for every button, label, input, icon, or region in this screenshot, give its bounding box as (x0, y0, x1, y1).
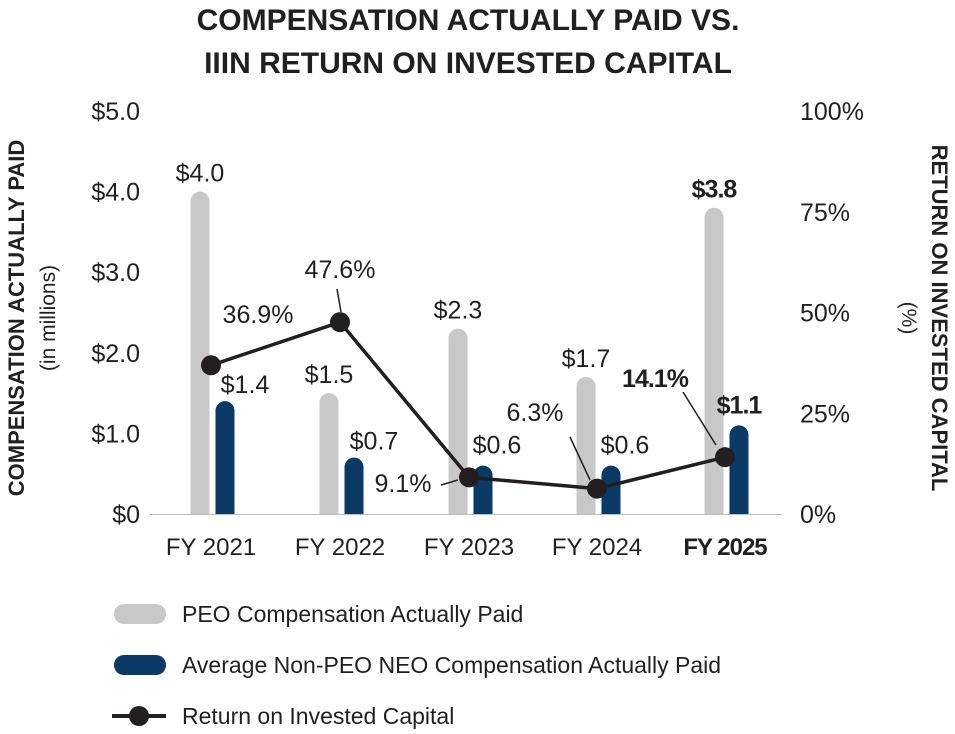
y-tick-label: $4.0 (91, 179, 140, 207)
bar-peo (319, 393, 339, 514)
roic-label: 9.1% (375, 470, 432, 498)
roic-labels: 36.9% 47.6% 9.1% 6.3% 14.1% (223, 256, 690, 498)
y2-tick-label: 50% (800, 300, 850, 328)
roic-label: 6.3% (507, 399, 564, 427)
legend-label-neo: Average Non-PEO NEO Compensation Actuall… (182, 652, 721, 678)
bar-peo (576, 376, 596, 514)
roic-point (330, 312, 350, 333)
bars (190, 191, 749, 514)
roic-label: 14.1% (622, 365, 689, 393)
legend-swatch-roic-marker (129, 706, 149, 726)
x-axis-labels: FY 2021 FY 2022 FY 2023 FY 2024 FY 2025 (166, 534, 768, 561)
roic-label: 36.9% (223, 301, 294, 329)
roic-leader-line (336, 288, 342, 313)
bar-label-peo: $1.7 (562, 345, 611, 373)
bar-label-peo: $3.8 (692, 176, 738, 204)
roic-line-path (210, 320, 726, 491)
y-tick-label: $2.0 (91, 340, 140, 368)
x-category-label: FY 2021 (166, 534, 256, 561)
y-axis-subtitle: (in millions) (37, 265, 60, 371)
bar-label-neo: $0.6 (601, 432, 650, 460)
roic-label: 47.6% (305, 256, 376, 284)
bar-label-neo: $0.6 (473, 432, 522, 460)
y2-axis-subtitle: (%) (897, 302, 920, 335)
bar-neo (729, 425, 749, 514)
legend-label-peo: PEO Compensation Actually Paid (182, 601, 523, 627)
bar-peo (704, 207, 724, 514)
y2-axis-title: RETURN ON INVESTED CAPITAL (927, 145, 952, 492)
y-axis-ticks: $0 $1.0 $2.0 $3.0 $4.0 $5.0 (91, 98, 140, 529)
bar-label-neo: $1.4 (221, 371, 270, 399)
y-axis-title: COMPENSATION ACTUALLY PAID (4, 140, 29, 497)
y2-tick-label: 0% (800, 501, 836, 529)
chart-title-line-1: COMPENSATION ACTUALLY PAID VS. (197, 4, 740, 37)
y-tick-label: $1.0 (91, 420, 140, 448)
x-category-label: FY 2024 (552, 534, 642, 561)
legend-label-roic: Return on Invested Capital (182, 703, 454, 729)
y2-axis-ticks: 0% 25% 50% 75% 100% (800, 98, 864, 529)
roic-point (201, 355, 221, 376)
y-tick-label: $0 (112, 501, 140, 529)
x-category-label: FY 2023 (424, 534, 514, 561)
bar-label-peo: $4.0 (176, 160, 225, 188)
y-tick-label: $3.0 (91, 259, 140, 287)
roic-point (715, 447, 735, 468)
leader-lines (336, 288, 717, 486)
legend: PEO Compensation Actually Paid Average N… (112, 601, 721, 729)
bar-label-neo: $1.1 (717, 391, 763, 419)
roic-point (587, 478, 607, 499)
bar-label-neo: $0.7 (350, 428, 399, 456)
chart-title-line-2: IIIN RETURN ON INVESTED CAPITAL (204, 47, 732, 80)
y2-tick-label: 100% (800, 98, 864, 126)
bar-neo (215, 401, 235, 514)
bar-label-peo: $1.5 (305, 361, 354, 389)
roic-leader-line (569, 436, 591, 481)
bar-label-peo: $2.3 (434, 297, 483, 325)
bar-labels: $4.0 $1.4 $1.5 $0.7 $2.3 $0.6 $1.7 $0.6 $3.8 $1.1 (176, 160, 764, 460)
x-category-label: FY 2025 (683, 534, 767, 561)
roic-leader-line (440, 479, 459, 486)
roic-line (201, 312, 735, 499)
bar-neo (601, 465, 621, 514)
roic-leader-line (682, 391, 717, 446)
bar-peo (190, 191, 210, 514)
bar-neo (344, 457, 364, 514)
x-category-label: FY 2022 (295, 534, 385, 561)
y2-tick-label: 75% (800, 199, 850, 227)
y2-tick-label: 25% (800, 400, 850, 428)
roic-point (459, 467, 479, 488)
y-tick-label: $5.0 (91, 98, 140, 126)
